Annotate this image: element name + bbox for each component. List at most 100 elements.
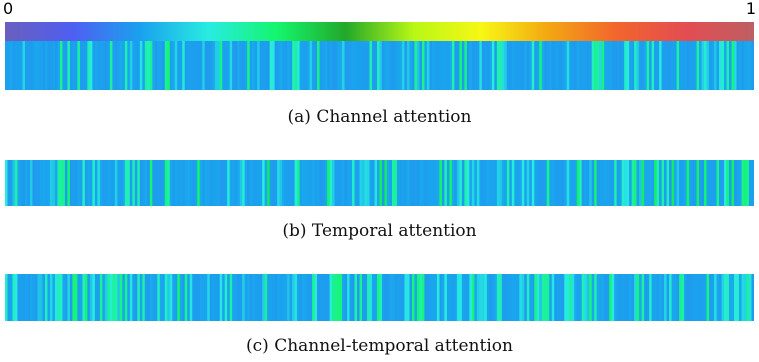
temporal-attention-cell <box>339 160 343 206</box>
temporal-attention-cell <box>559 160 562 206</box>
channel-temporal-attention-cell <box>24 274 28 321</box>
temporal-attention-cell <box>59 160 63 206</box>
temporal-attention-cell <box>277 160 280 206</box>
temporal-attention-cell <box>466 160 470 206</box>
channel-temporal-attention-cell <box>656 274 660 321</box>
channel-temporal-attention-cell <box>701 274 705 321</box>
channel-temporal-attention-cell <box>569 274 572 321</box>
channel-attention-cell <box>416 41 420 90</box>
channel-temporal-attention-cell <box>102 274 106 321</box>
channel-attention-cell <box>634 41 637 90</box>
temporal-attention-cell <box>586 160 590 206</box>
channel-attention-cell <box>659 41 662 90</box>
temporal-attention-cell <box>304 160 308 206</box>
channel-temporal-attention-cell <box>209 274 213 321</box>
channel-temporal-attention-cell <box>47 274 51 321</box>
temporal-attention-caption: (b) Temporal attention <box>282 221 477 241</box>
channel-temporal-attention-cell <box>674 274 677 321</box>
temporal-attention-cell <box>606 160 610 206</box>
channel-temporal-attention-cell <box>616 274 620 321</box>
channel-temporal-attention-cell <box>249 274 253 321</box>
temporal-attention-cell <box>77 160 81 206</box>
channel-temporal-attention-cell <box>282 274 285 321</box>
channel-temporal-attention-cell <box>372 274 375 321</box>
temporal-attention-cell <box>372 160 375 206</box>
channel-temporal-attention-cell <box>107 274 111 321</box>
channel-attention-cell <box>529 41 532 90</box>
channel-temporal-attention-cell <box>39 274 43 321</box>
channel-attention-cell <box>307 41 310 90</box>
temporal-attention-cell <box>619 160 622 206</box>
channel-attention-cell <box>596 41 600 90</box>
channel-attention-cell <box>486 41 490 90</box>
channel-attention-cell <box>571 41 575 90</box>
channel-attention-cell <box>357 41 360 90</box>
channel-attention-cell <box>649 41 652 90</box>
channel-temporal-attention-cell <box>404 274 408 321</box>
channel-temporal-attention-cell <box>481 274 485 321</box>
channel-attention-cell <box>34 41 38 90</box>
temporal-attention-cell <box>69 160 73 206</box>
channel-attention-cell <box>239 41 243 90</box>
channel-temporal-attention-cell <box>541 274 545 321</box>
temporal-attention-cell <box>501 160 505 206</box>
channel-temporal-attention-cell <box>237 274 240 321</box>
channel-temporal-attention-cell <box>319 274 323 321</box>
channel-attention-cell <box>446 41 450 90</box>
channel-temporal-attention-cell <box>659 274 662 321</box>
channel-temporal-attention-cell <box>377 274 380 321</box>
temporal-attention-cell <box>571 160 575 206</box>
channel-temporal-attention-cell <box>34 274 38 321</box>
channel-temporal-attention-cell <box>651 274 655 321</box>
temporal-attention-cell <box>259 160 263 206</box>
channel-attention-cell <box>744 41 747 90</box>
channel-attention-cell <box>589 41 592 90</box>
channel-attention-cell <box>386 41 390 90</box>
channel-temporal-attention-cell <box>324 274 328 321</box>
temporal-attention-cell <box>396 160 400 206</box>
channel-attention-cell <box>252 41 255 90</box>
channel-temporal-attention-cell <box>87 274 91 321</box>
channel-temporal-attention-cell <box>514 274 518 321</box>
channel-attention-cell <box>62 41 66 90</box>
temporal-attention-cell <box>29 160 33 206</box>
channel-attention-cell <box>459 41 463 90</box>
temporal-attention-cell <box>671 160 675 206</box>
channel-attention-cell <box>87 41 91 90</box>
channel-temporal-attention-cell <box>504 274 508 321</box>
channel-temporal-attention-cell <box>149 274 153 321</box>
channel-temporal-attention-cell <box>117 274 121 321</box>
temporal-attention-cell <box>14 160 18 206</box>
temporal-attention-cell <box>576 160 580 206</box>
channel-temporal-attention-cell <box>499 274 503 321</box>
temporal-attention-cell <box>744 160 747 206</box>
channel-attention-caption: (a) Channel attention <box>287 107 472 127</box>
temporal-attention-cell <box>381 160 385 206</box>
channel-temporal-attention-cell <box>581 274 585 321</box>
temporal-attention-cell <box>329 160 333 206</box>
temporal-attention-cell <box>549 160 552 206</box>
temporal-attention-cell <box>479 160 483 206</box>
channel-attention-cell <box>671 41 675 90</box>
temporal-attention-cell <box>164 160 168 206</box>
channel-attention-cell <box>109 41 113 90</box>
channel-temporal-attention-cell <box>386 274 390 321</box>
channel-temporal-attention-cell <box>576 274 580 321</box>
temporal-attention-cell <box>751 160 754 206</box>
channel-attention-cell <box>177 41 180 90</box>
channel-attention-cell <box>169 41 173 90</box>
channel-temporal-attention-cell <box>9 274 13 321</box>
channel-temporal-attention-cell <box>574 274 577 321</box>
temporal-attention-cell <box>544 160 547 206</box>
channel-temporal-attention-cell <box>167 274 170 321</box>
temporal-attention-cell <box>314 160 318 206</box>
channel-attention-cell <box>679 41 682 90</box>
channel-attention-cell <box>601 41 605 90</box>
temporal-attention-cell <box>94 160 98 206</box>
temporal-attention-cell <box>481 160 485 206</box>
channel-attention-cell <box>549 41 552 90</box>
channel-attention-cell <box>369 41 373 90</box>
channel-temporal-attention-cell <box>509 274 513 321</box>
channel-temporal-attention-cell <box>67 274 71 321</box>
channel-temporal-attention-cell <box>262 274 265 321</box>
